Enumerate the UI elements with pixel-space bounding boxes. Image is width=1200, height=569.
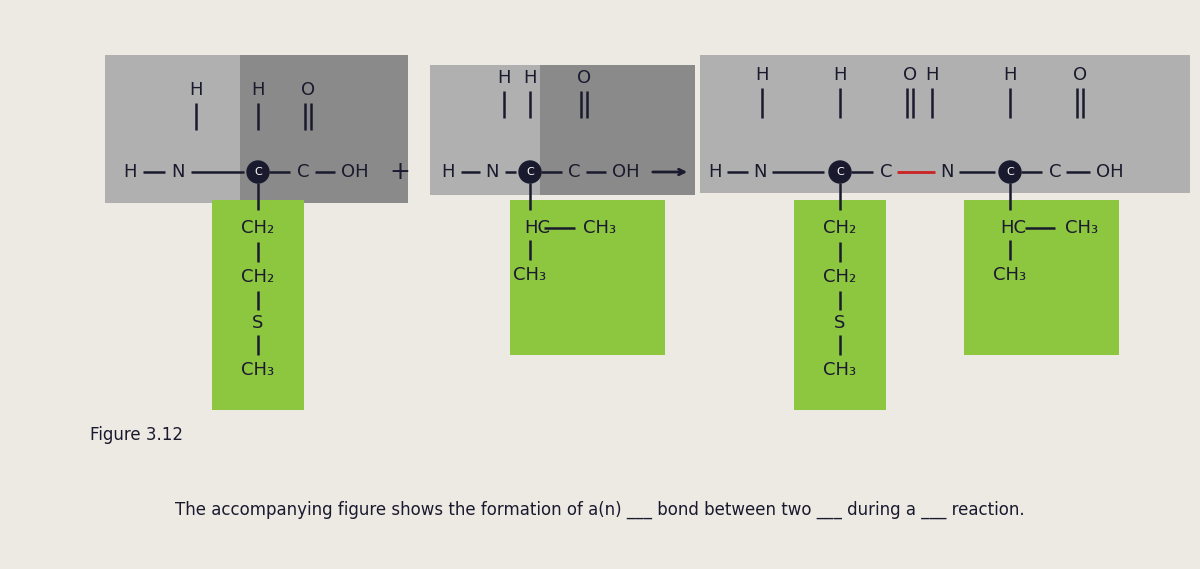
Text: O: O	[1073, 66, 1087, 84]
Text: +: +	[390, 160, 410, 184]
Text: H: H	[1003, 66, 1016, 84]
Text: H: H	[755, 66, 769, 84]
Text: H: H	[523, 69, 536, 87]
Bar	[964, 200, 1120, 355]
Text: CH₃: CH₃	[823, 361, 857, 379]
Text: C: C	[1006, 167, 1014, 177]
Bar	[240, 55, 408, 203]
Text: HC: HC	[524, 219, 550, 237]
Text: CH₂: CH₂	[241, 219, 275, 237]
Text: S: S	[834, 314, 846, 332]
Bar	[510, 200, 665, 355]
Text: H: H	[124, 163, 137, 181]
Text: O: O	[301, 81, 316, 99]
Text: N: N	[485, 163, 499, 181]
Text: C: C	[296, 163, 310, 181]
Circle shape	[829, 161, 851, 183]
Bar	[212, 200, 304, 410]
Text: HC: HC	[1000, 219, 1026, 237]
Text: H: H	[442, 163, 455, 181]
Bar	[700, 55, 1190, 193]
Text: C: C	[1049, 163, 1061, 181]
Text: OH: OH	[341, 163, 368, 181]
Text: C: C	[568, 163, 581, 181]
Circle shape	[998, 161, 1021, 183]
Text: C: C	[254, 167, 262, 177]
Text: N: N	[941, 163, 954, 181]
Text: Figure 3.12: Figure 3.12	[90, 426, 182, 444]
Text: C: C	[880, 163, 893, 181]
Bar	[794, 200, 886, 410]
Text: N: N	[754, 163, 767, 181]
Text: C: C	[836, 167, 844, 177]
Text: CH₃: CH₃	[514, 266, 546, 284]
Text: S: S	[252, 314, 264, 332]
Text: O: O	[902, 66, 917, 84]
Text: CH₃: CH₃	[241, 361, 275, 379]
Circle shape	[247, 161, 269, 183]
Bar	[430, 65, 540, 195]
Text: C: C	[526, 167, 534, 177]
Text: CH₂: CH₂	[241, 268, 275, 286]
Text: H: H	[708, 163, 721, 181]
Text: H: H	[497, 69, 511, 87]
Circle shape	[520, 161, 541, 183]
Text: H: H	[833, 66, 847, 84]
Text: H: H	[925, 66, 938, 84]
Text: OH: OH	[1096, 163, 1124, 181]
Text: CH₃: CH₃	[583, 219, 617, 237]
Text: OH: OH	[612, 163, 640, 181]
Text: O: O	[577, 69, 592, 87]
Text: CH₂: CH₂	[823, 268, 857, 286]
Text: H: H	[251, 81, 265, 99]
Text: CH₃: CH₃	[1066, 219, 1098, 237]
Text: CH₂: CH₂	[823, 219, 857, 237]
Text: H: H	[190, 81, 203, 99]
Bar	[540, 65, 695, 195]
Bar	[106, 55, 240, 203]
Text: CH₃: CH₃	[994, 266, 1026, 284]
Text: N: N	[172, 163, 185, 181]
Text: The accompanying figure shows the formation of a(n) ___ bond between two ___ dur: The accompanying figure shows the format…	[175, 501, 1025, 519]
